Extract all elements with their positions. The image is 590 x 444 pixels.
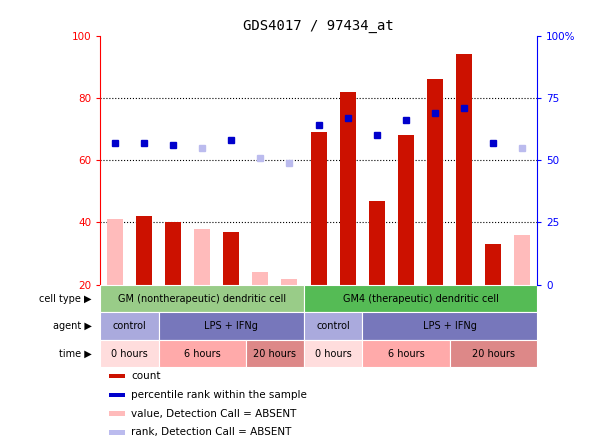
Text: 0 hours: 0 hours: [111, 349, 148, 359]
Bar: [223, 232, 240, 285]
Bar: [107, 219, 123, 285]
Text: agent ▶: agent ▶: [53, 321, 91, 331]
Text: count: count: [132, 371, 161, 381]
FancyBboxPatch shape: [159, 312, 304, 340]
FancyBboxPatch shape: [246, 340, 304, 367]
Text: 0 hours: 0 hours: [315, 349, 352, 359]
Bar: [427, 79, 443, 285]
Text: 20 hours: 20 hours: [472, 349, 514, 359]
Text: 6 hours: 6 hours: [388, 349, 424, 359]
Bar: [109, 374, 124, 378]
FancyBboxPatch shape: [362, 312, 537, 340]
Text: 6 hours: 6 hours: [184, 349, 221, 359]
Text: GM (nontherapeutic) dendritic cell: GM (nontherapeutic) dendritic cell: [118, 293, 286, 304]
Text: LPS + IFNg: LPS + IFNg: [204, 321, 258, 331]
Bar: [310, 132, 327, 285]
Text: percentile rank within the sample: percentile rank within the sample: [132, 390, 307, 400]
FancyBboxPatch shape: [159, 340, 246, 367]
Bar: [109, 412, 124, 416]
Bar: [165, 222, 181, 285]
Bar: [398, 135, 414, 285]
FancyBboxPatch shape: [304, 285, 537, 312]
FancyBboxPatch shape: [362, 340, 450, 367]
Text: control: control: [316, 321, 350, 331]
Bar: [369, 201, 385, 285]
Bar: [109, 392, 124, 397]
Text: GM4 (therapeutic) dendritic cell: GM4 (therapeutic) dendritic cell: [343, 293, 499, 304]
Bar: [194, 229, 210, 285]
Text: rank, Detection Call = ABSENT: rank, Detection Call = ABSENT: [132, 427, 291, 437]
Bar: [340, 91, 356, 285]
Text: 20 hours: 20 hours: [254, 349, 296, 359]
Bar: [109, 430, 124, 435]
FancyBboxPatch shape: [100, 285, 304, 312]
Text: LPS + IFNg: LPS + IFNg: [422, 321, 477, 331]
Bar: [253, 272, 268, 285]
Title: GDS4017 / 97434_at: GDS4017 / 97434_at: [243, 19, 394, 33]
FancyBboxPatch shape: [304, 340, 362, 367]
FancyBboxPatch shape: [100, 340, 159, 367]
FancyBboxPatch shape: [304, 312, 362, 340]
Text: time ▶: time ▶: [59, 349, 91, 359]
Bar: [281, 278, 297, 285]
Bar: [136, 216, 152, 285]
Text: control: control: [113, 321, 146, 331]
Bar: [456, 54, 472, 285]
FancyBboxPatch shape: [100, 312, 159, 340]
Text: value, Detection Call = ABSENT: value, Detection Call = ABSENT: [132, 408, 297, 419]
Bar: [485, 244, 502, 285]
Bar: [514, 235, 530, 285]
Text: cell type ▶: cell type ▶: [39, 293, 91, 304]
FancyBboxPatch shape: [450, 340, 537, 367]
